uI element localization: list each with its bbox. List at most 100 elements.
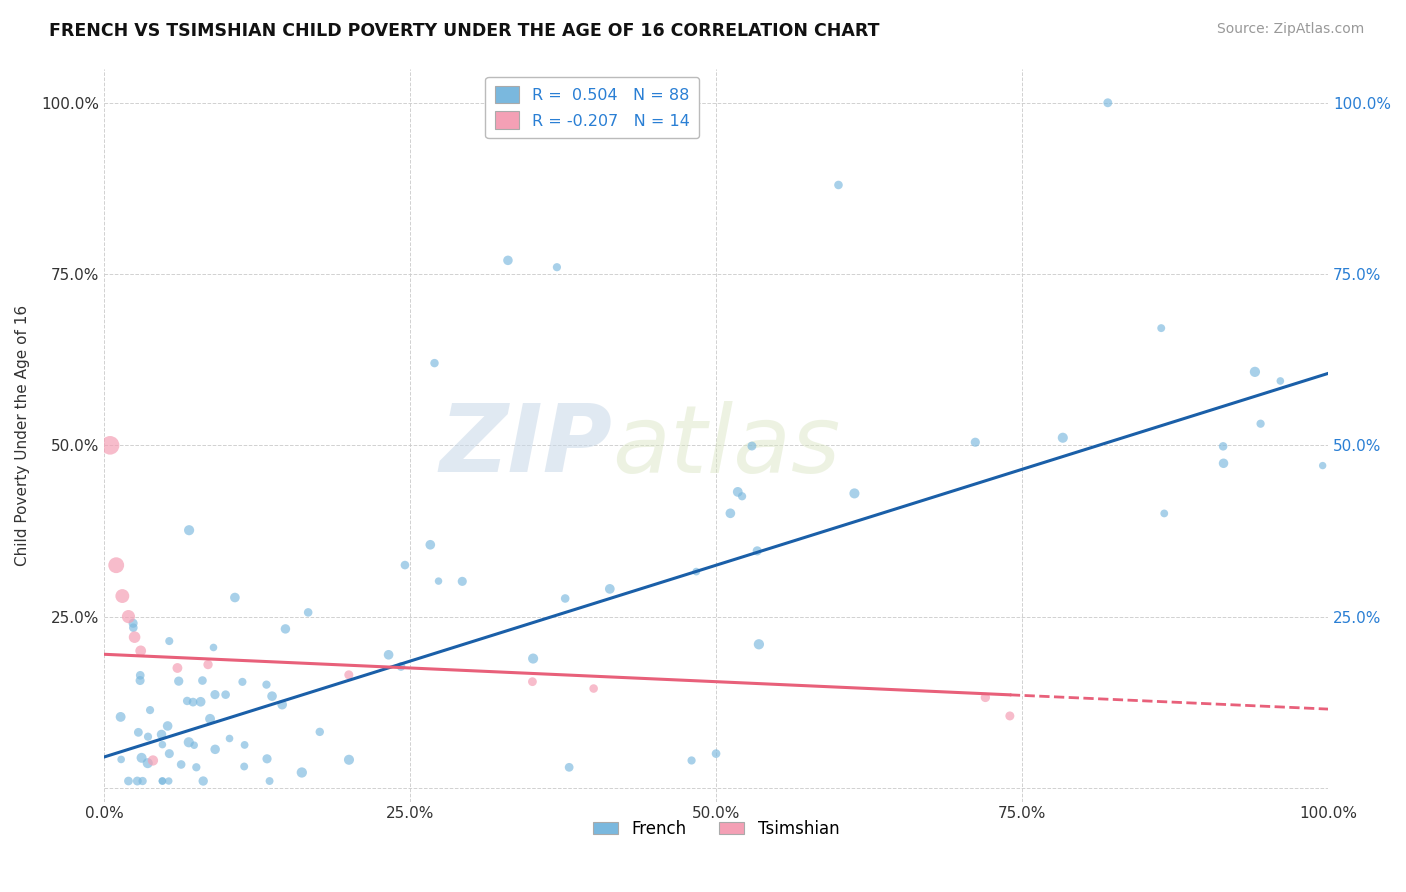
Point: [827, 178, 849, 192]
Point: [202, 640, 225, 655]
Point: [1244, 365, 1267, 379]
Point: [142, 754, 165, 768]
Point: [177, 735, 200, 749]
Point: [204, 742, 226, 756]
Point: [297, 606, 319, 620]
Point: [124, 630, 146, 644]
Point: [190, 695, 212, 709]
Point: [129, 644, 152, 658]
Text: Source: ZipAtlas.com: Source: ZipAtlas.com: [1216, 22, 1364, 37]
Point: [337, 753, 360, 767]
Point: [177, 523, 200, 537]
Point: [1097, 95, 1119, 110]
Text: FRENCH VS TSIMSHIAN CHILD POVERTY UNDER THE AGE OF 16 CORRELATION CHART: FRENCH VS TSIMSHIAN CHILD POVERTY UNDER …: [49, 22, 880, 40]
Point: [274, 622, 297, 636]
Point: [157, 774, 180, 789]
Point: [157, 634, 180, 648]
Point: [271, 698, 294, 712]
Point: [558, 760, 581, 774]
Point: [170, 757, 193, 772]
Point: [998, 709, 1021, 723]
Point: [131, 774, 153, 789]
Point: [224, 591, 246, 605]
Point: [546, 260, 568, 275]
Point: [260, 689, 283, 703]
Point: [204, 688, 226, 702]
Point: [1153, 507, 1175, 521]
Point: [1250, 417, 1272, 431]
Point: [127, 774, 149, 789]
Point: [1052, 431, 1074, 445]
Point: [136, 730, 159, 744]
Point: [1212, 456, 1234, 470]
Point: [176, 694, 198, 708]
Point: [129, 673, 152, 688]
Point: [747, 544, 769, 558]
Point: [233, 759, 256, 773]
Point: [166, 661, 188, 675]
Point: [129, 668, 152, 682]
Point: [748, 637, 770, 651]
Point: [117, 774, 139, 789]
Y-axis label: Child Poverty Under the Age of 16: Child Poverty Under the Age of 16: [15, 304, 30, 566]
Point: [122, 616, 145, 631]
Point: [451, 574, 474, 589]
Point: [974, 690, 997, 705]
Point: [111, 589, 134, 603]
Point: [157, 747, 180, 761]
Point: [1150, 321, 1173, 335]
Point: [522, 651, 544, 665]
Point: [582, 681, 605, 696]
Point: [110, 752, 132, 766]
Point: [427, 574, 450, 588]
Point: [186, 760, 208, 774]
Point: [139, 703, 162, 717]
Point: [98, 438, 121, 452]
Legend: French, Tsimshian: French, Tsimshian: [586, 814, 846, 845]
Point: [233, 738, 256, 752]
Point: [731, 489, 754, 503]
Point: [423, 356, 446, 370]
Point: [193, 774, 215, 789]
Point: [117, 609, 139, 624]
Point: [150, 727, 173, 741]
Point: [394, 558, 416, 572]
Point: [127, 725, 149, 739]
Point: [844, 486, 866, 500]
Point: [218, 731, 240, 746]
Point: [599, 582, 621, 596]
Point: [256, 752, 278, 766]
Point: [105, 558, 128, 573]
Point: [389, 659, 412, 673]
Point: [152, 774, 174, 789]
Point: [704, 747, 727, 761]
Point: [122, 621, 145, 635]
Text: atlas: atlas: [612, 401, 841, 491]
Point: [183, 738, 205, 752]
Point: [718, 506, 741, 520]
Point: [259, 774, 281, 789]
Point: [1270, 374, 1292, 388]
Point: [156, 719, 179, 733]
Point: [110, 710, 132, 724]
Point: [131, 751, 153, 765]
Point: [965, 435, 987, 450]
Point: [231, 674, 253, 689]
Point: [337, 668, 360, 682]
Point: [167, 674, 190, 689]
Point: [191, 673, 214, 688]
Point: [198, 712, 221, 726]
Point: [181, 695, 204, 709]
Point: [377, 648, 399, 662]
Point: [136, 756, 159, 771]
Point: [496, 253, 519, 268]
Point: [741, 439, 763, 453]
Point: [1312, 458, 1334, 473]
Point: [419, 538, 441, 552]
Point: [727, 484, 749, 499]
Point: [291, 765, 314, 780]
Point: [197, 657, 219, 672]
Point: [214, 688, 236, 702]
Point: [681, 754, 703, 768]
Point: [685, 565, 707, 579]
